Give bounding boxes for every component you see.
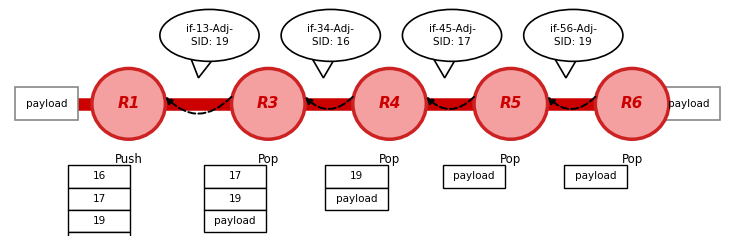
Text: 16: 16 — [93, 171, 106, 181]
FancyBboxPatch shape — [68, 188, 131, 210]
Ellipse shape — [474, 68, 548, 139]
FancyBboxPatch shape — [564, 165, 626, 188]
Polygon shape — [555, 59, 577, 78]
Ellipse shape — [595, 68, 669, 139]
Text: payload: payload — [336, 194, 377, 204]
Text: payload: payload — [668, 99, 709, 109]
FancyBboxPatch shape — [204, 210, 267, 232]
Text: R4: R4 — [379, 96, 401, 111]
Text: if-45-Adj-
SID: 17: if-45-Adj- SID: 17 — [429, 24, 476, 47]
FancyBboxPatch shape — [204, 188, 267, 210]
Text: if-13-Adj-
SID: 19: if-13-Adj- SID: 19 — [186, 24, 233, 47]
Text: 17: 17 — [93, 194, 106, 204]
FancyBboxPatch shape — [68, 232, 131, 236]
Text: payload: payload — [26, 99, 67, 109]
Text: Pop: Pop — [379, 153, 400, 166]
FancyBboxPatch shape — [68, 165, 131, 188]
Polygon shape — [191, 59, 213, 78]
Text: 19: 19 — [350, 171, 363, 181]
Text: if-56-Adj-
SID: 19: if-56-Adj- SID: 19 — [550, 24, 597, 47]
Ellipse shape — [523, 9, 623, 61]
FancyBboxPatch shape — [68, 210, 131, 232]
Polygon shape — [312, 59, 334, 78]
FancyBboxPatch shape — [442, 165, 506, 188]
Text: 17: 17 — [229, 171, 242, 181]
FancyBboxPatch shape — [657, 87, 720, 120]
Ellipse shape — [402, 9, 501, 61]
Text: R3: R3 — [257, 96, 279, 111]
FancyBboxPatch shape — [204, 165, 267, 188]
Ellipse shape — [159, 9, 259, 61]
Text: payload: payload — [453, 171, 495, 181]
Polygon shape — [434, 59, 456, 78]
Ellipse shape — [232, 68, 305, 139]
Ellipse shape — [353, 68, 426, 139]
FancyBboxPatch shape — [15, 87, 78, 120]
Ellipse shape — [92, 68, 165, 139]
Text: 19: 19 — [93, 216, 106, 226]
Text: R5: R5 — [500, 96, 522, 111]
FancyBboxPatch shape — [325, 188, 388, 210]
Text: R6: R6 — [621, 96, 643, 111]
Text: Pop: Pop — [501, 153, 521, 166]
Text: Pop: Pop — [622, 153, 642, 166]
Text: Pop: Pop — [258, 153, 279, 166]
Text: R1: R1 — [118, 96, 140, 111]
Text: payload: payload — [215, 216, 256, 226]
Text: if-34-Adj-
SID: 16: if-34-Adj- SID: 16 — [307, 24, 354, 47]
Text: payload: payload — [575, 171, 616, 181]
Ellipse shape — [281, 9, 381, 61]
Text: Push: Push — [115, 153, 143, 166]
Text: 19: 19 — [229, 194, 242, 204]
FancyBboxPatch shape — [325, 165, 388, 188]
